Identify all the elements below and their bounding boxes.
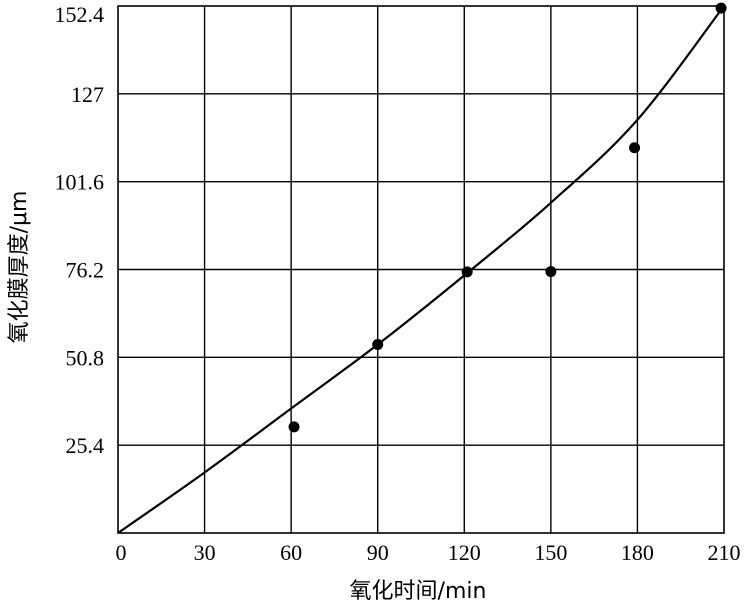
y-tick-label: 101.6 <box>55 170 105 195</box>
plot-frame <box>117 5 725 534</box>
fit-curve <box>117 5 725 534</box>
y-axis-title: 氧化膜厚度/μm <box>7 191 32 344</box>
data-point <box>288 421 300 433</box>
x-tick-label: 210 <box>708 540 741 565</box>
x-tick-labels: 0 30 60 90 120 150 180 210 <box>116 540 741 565</box>
y-tick-label: 76.2 <box>66 258 105 283</box>
data-points <box>288 2 727 433</box>
grid <box>118 6 724 533</box>
x-tick-label: 180 <box>621 540 654 565</box>
y-tick-label: 50.8 <box>66 345 105 370</box>
x-tick-label: 60 <box>280 540 302 565</box>
x-tick-label: 0 <box>116 540 127 565</box>
x-tick-label: 150 <box>534 540 567 565</box>
data-point <box>545 266 557 278</box>
y-tick-labels: 25.4 50.8 76.2 101.6 127 152.4 <box>55 2 105 458</box>
x-tick-label: 90 <box>367 540 389 565</box>
x-axis-title: 氧化时间/min <box>350 579 487 604</box>
data-point <box>715 2 727 14</box>
y-tick-label: 152.4 <box>55 2 105 27</box>
x-tick-label: 120 <box>448 540 481 565</box>
y-tick-label: 25.4 <box>66 433 105 458</box>
y-tick-label: 127 <box>71 82 104 107</box>
x-tick-label: 30 <box>194 540 216 565</box>
data-point <box>372 339 384 351</box>
data-point <box>629 142 641 154</box>
data-point <box>461 266 473 278</box>
